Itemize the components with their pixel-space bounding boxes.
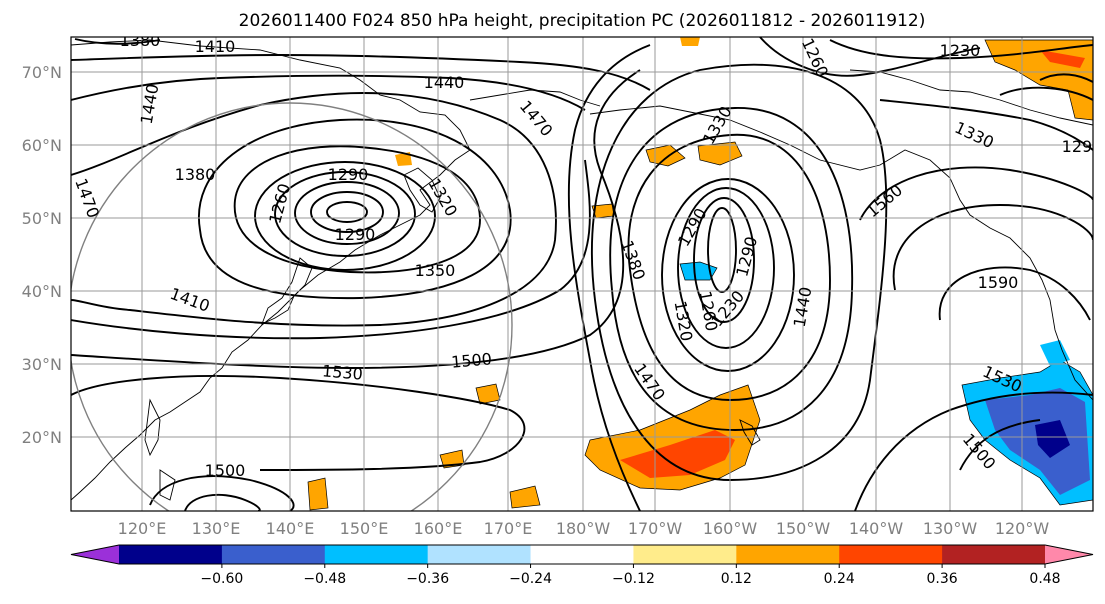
contour-label: 1500 [205, 461, 246, 480]
contour-label: 1350 [415, 261, 456, 280]
lon-label: 120°W [995, 519, 1050, 538]
lat-label: 60°N [22, 136, 62, 155]
lon-label: 160°E [414, 519, 463, 538]
colorbar-segment [530, 545, 634, 564]
lon-label: 140°E [266, 519, 315, 538]
colorbar-extend-high [1045, 545, 1093, 564]
lon-label: 170°W [628, 519, 683, 538]
colorbar-tick-label: 0.48 [1029, 571, 1060, 587]
contour-label: 1530 [321, 361, 363, 383]
colorbar-tick-label: 0.36 [927, 571, 958, 587]
colorbar-segment [221, 545, 326, 564]
colorbar: −0.60 −0.48 −0.36 −0.24 −0.12 0.12 0.24 0.36 0.4… [70, 544, 1094, 587]
colorbar-tick-label: −0.12 [612, 571, 655, 587]
colorbar-tick-label: 0.12 [721, 571, 752, 587]
colorbar-tick-label: −0.48 [303, 571, 346, 587]
contour-label: 1410 [195, 37, 236, 56]
lat-label: 20°N [22, 428, 62, 447]
contour-label: 1290 [328, 165, 369, 184]
contour-label: 1380 [120, 31, 161, 50]
colorbar-extend-low [71, 545, 119, 564]
lon-label: 160°W [703, 519, 758, 538]
lon-label: 180°W [556, 519, 611, 538]
colorbar-segment [736, 545, 840, 564]
lat-label: 30°N [22, 355, 62, 374]
lon-label: 170°E [484, 519, 533, 538]
contour-label: 1500 [450, 349, 492, 371]
contour-label: 1590 [978, 273, 1019, 292]
longitude-labels: 120°E 130°E 140°E 150°E 160°E 170°E 180°… [118, 519, 1050, 538]
colorbar-segment [839, 545, 943, 564]
contour-label: 1290 [335, 225, 376, 244]
colorbar-outline [70, 544, 1094, 565]
colorbar-segment [427, 545, 532, 564]
colorbar-tick-label: −0.60 [200, 571, 243, 587]
contour-label: 1440 [424, 73, 465, 92]
map-frame [70, 36, 1094, 512]
graticule [71, 37, 1093, 511]
latitude-labels: 70°N 60°N 50°N 40°N 30°N 20°N [22, 63, 62, 447]
lon-label: 130°E [192, 519, 241, 538]
contour-label: 1290 [1062, 137, 1103, 156]
lon-label: 150°E [340, 519, 389, 538]
lon-label: 120°E [118, 519, 167, 538]
contour-label: 1380 [175, 165, 216, 184]
colorbar-segment [324, 545, 429, 564]
lon-label: 150°W [776, 519, 831, 538]
colorbar-segment [119, 545, 223, 564]
colorbar-tick-label: −0.36 [406, 571, 449, 587]
colorbar-tick-label: −0.24 [509, 571, 552, 587]
lat-label: 70°N [22, 63, 62, 82]
colorbar-tick-label: 0.24 [824, 571, 855, 587]
lat-label: 50°N [22, 209, 62, 228]
colorbar-segment [942, 545, 1046, 564]
range-ring [71, 102, 513, 511]
lon-label: 140°W [849, 519, 904, 538]
lat-label: 40°N [22, 282, 62, 301]
colorbar-segment [633, 545, 737, 564]
map-title: 2026011400 F024 850 hPa height, precipit… [239, 11, 926, 31]
contour-label: 1230 [940, 41, 981, 60]
lon-label: 130°W [923, 519, 978, 538]
precipitation-shading [307, 37, 1093, 511]
map-plot-area: 1380 1410 1440 1470 1260 1230 1330 1290 … [71, 31, 1103, 511]
